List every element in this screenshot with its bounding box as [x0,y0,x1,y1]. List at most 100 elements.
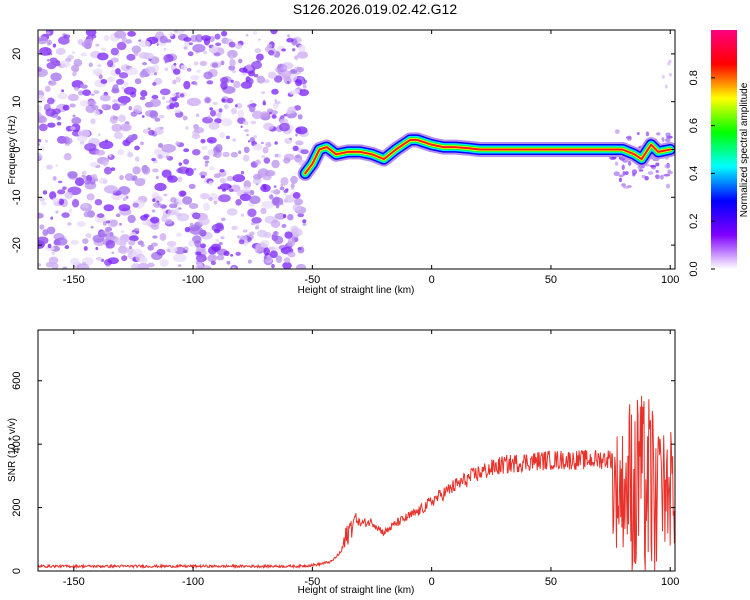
spectrogram-noise-blob [55,164,59,168]
spectrogram-noise-blob [283,157,291,164]
spectrogram-noise-blob [260,207,267,215]
spectrogram-noise-blob [249,231,255,236]
spectrogram-noise-blob [254,245,262,254]
spectrogram-noise-blob [229,55,234,61]
spectrogram-noise-blob [103,204,115,212]
spectrogram-noise-blob [127,151,134,158]
spectrogram-noise-blob [237,235,240,239]
snr-x-ticks: -150 -100 -50 0 50 100 [63,330,679,588]
spectrogram-noise-blob [102,233,108,237]
spectrogram-noise-blob [290,72,298,82]
spectrogram-noise-blob [192,148,201,156]
spectrogram-noise-blob [51,197,60,204]
spectrogram-noise-blob [159,233,167,241]
spectrogram-noise-blob [219,77,229,84]
spectrogram-noise-blob [274,99,278,102]
spectrogram-noise-blob [183,249,188,254]
spectrogram-noise-blob [302,219,307,224]
spectrogram-noise-blob [292,203,302,212]
spectrogram-noise-blob [72,71,77,77]
spectrogram-noise-blob [133,50,139,56]
signal-core-red [304,138,672,175]
spectrogram-noise-blob [121,103,124,107]
spectrogram-noise-blob [267,71,277,79]
spectrogram-noise-blob [248,104,256,113]
spectrogram-noise-blob [290,69,298,74]
spectrogram-noise-blob [172,253,187,263]
spectrogram-noise-blob [296,263,307,269]
snr-plot-area [38,330,675,571]
spectrogram-noise-blob [76,221,86,228]
spectrogram-noise-blob [89,161,98,168]
spectrogram-noise-blob [134,156,140,162]
spectrogram-noise-blob [47,122,56,128]
spectrogram-x-ticks: -150 -100 -50 0 50 100 [63,30,679,286]
spectrogram-noise-blob [73,86,80,91]
spectrogram-noise-blob [140,214,148,221]
spectrogram-noise-blob [163,47,167,51]
spectrogram-noise-blob [644,175,649,181]
spectrogram-noise-blob [121,255,128,262]
spectrogram-noise-blob [38,123,48,132]
spectrogram-noise-blob [123,102,128,105]
spectrogram-noise-blob [173,62,177,66]
spectrogram-noise-blob [101,104,107,109]
spectrogram-noise-blob [227,49,238,59]
spectrogram-noise-blob [122,197,127,202]
spectrogram-noise-blob [182,196,193,205]
spectrogram-noise-blob [46,226,56,235]
spectrogram-noise-blob [283,189,289,194]
spectrogram-noise-blob [655,162,660,167]
spectrogram-noise-blob [55,210,59,214]
spectrogram-noise-blob [298,88,310,97]
spectrogram-noise-blob [621,164,625,171]
spectrogram-noise-blob [38,105,42,112]
chart-title: S126.2026.019.02.42.G12 [293,1,457,17]
snr-ytick-label: 0 [11,568,23,574]
spectrogram-noise-blob [649,164,657,168]
spectrogram-noise-blob [47,80,57,86]
spectrogram-noise-blob [274,246,280,251]
spectrogram-noise-layer [38,30,673,269]
spectrogram-noise-blob [200,192,210,200]
spectrogram-noise-blob [116,78,125,85]
spectrogram-noise-blob [84,179,91,185]
spectrogram-noise-blob [223,104,229,110]
spectrogram-noise-blob [270,30,278,35]
spectrogram-noise-blob [159,88,171,96]
spectrogram-noise-blob [46,62,57,70]
spectrogram-noise-blob [140,243,145,248]
spectrogram-noise-blob [198,262,203,266]
spectrogram-noise-blob [47,243,52,249]
spectrogram-noise-blob [277,63,284,71]
spectrogram-noise-blob [152,198,156,203]
spectrogram-noise-blob [57,189,66,195]
snr-xtick-label: -100 [182,576,204,588]
spectrogram-noise-blob [47,39,53,46]
spectrogram-noise-blob [161,215,168,223]
spectrogram-noise-blob [64,191,73,199]
spectrogram-noise-blob [188,224,200,232]
spectrogram-noise-blob [667,61,671,66]
spectrogram-noise-blob [242,154,250,162]
spectrogram-noise-blob [208,166,215,171]
spectrogram-noise-blob [154,72,157,76]
spectrogram-noise-blob [290,183,295,189]
spectrogram-noise-blob [203,50,207,55]
spectrogram-noise-blob [193,127,205,134]
spectrogram-noise-blob [218,108,223,113]
spectrogram-noise-blob [71,117,82,125]
spectrogram-noise-blob [627,161,632,166]
spectrogram-xtick-label: 50 [545,274,557,286]
snr-ytick-label: 400 [11,435,23,453]
colorbar-tick-label: 0.6 [688,118,700,133]
spectrogram-noise-blob [178,162,183,167]
spectrogram-noise-blob [63,154,72,161]
spectrogram-noise-blob [282,214,287,219]
spectrogram-noise-blob [104,226,113,232]
spectrogram-noise-blob [231,266,236,269]
spectrogram-noise-blob [221,30,228,37]
spectrogram-noise-blob [655,174,660,180]
spectrogram-noise-blob [267,108,274,113]
spectrogram-noise-blob [90,225,94,229]
